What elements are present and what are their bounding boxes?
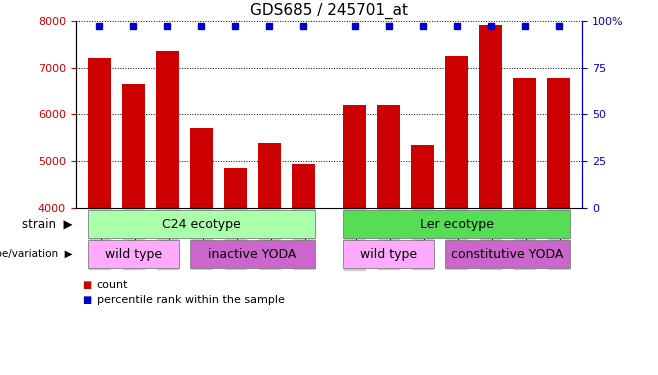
Bar <box>547 78 570 208</box>
Bar <box>291 164 315 208</box>
Bar <box>257 142 282 208</box>
Bar <box>155 51 180 208</box>
Text: strain  ▶: strain ▶ <box>22 217 72 231</box>
Text: wild type: wild type <box>105 248 162 261</box>
Bar <box>376 105 401 208</box>
Text: inactive YODA: inactive YODA <box>209 248 297 261</box>
Bar <box>190 128 213 208</box>
Bar <box>224 168 247 208</box>
Bar <box>513 78 536 208</box>
Text: Ler ecotype: Ler ecotype <box>420 217 494 231</box>
Text: constitutive YODA: constitutive YODA <box>451 248 564 261</box>
Bar <box>343 105 367 208</box>
Text: genotype/variation  ▶: genotype/variation ▶ <box>0 249 72 259</box>
Bar <box>122 84 145 208</box>
Bar <box>445 56 468 208</box>
Text: ■: ■ <box>82 280 91 290</box>
Bar <box>411 145 434 208</box>
Bar <box>88 58 111 208</box>
Title: GDS685 / 245701_at: GDS685 / 245701_at <box>250 3 408 19</box>
Text: count: count <box>97 280 128 290</box>
Text: wild type: wild type <box>360 248 417 261</box>
Text: C24 ecotype: C24 ecotype <box>162 217 241 231</box>
Text: percentile rank within the sample: percentile rank within the sample <box>97 295 285 305</box>
Text: ■: ■ <box>82 295 91 305</box>
Bar <box>478 26 503 208</box>
